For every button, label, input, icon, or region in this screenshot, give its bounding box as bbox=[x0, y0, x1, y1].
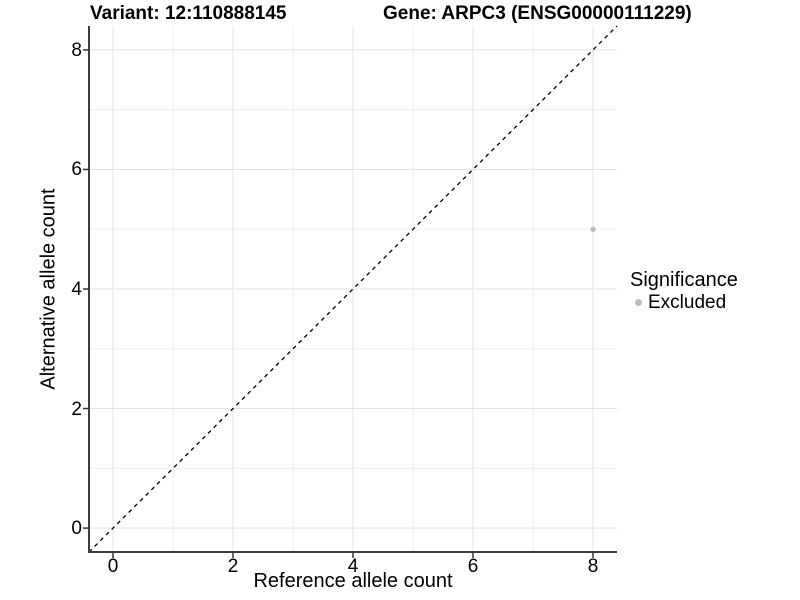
y-tick-label: 0 bbox=[71, 518, 82, 540]
y-tick-label: 8 bbox=[71, 39, 82, 61]
y-tick-label: 2 bbox=[71, 398, 82, 420]
plot-title-gene: Gene: ARPC3 (ENSG00000111229) bbox=[383, 3, 692, 24]
x-tick-label: 6 bbox=[467, 556, 479, 577]
legend-title: Significance bbox=[630, 269, 738, 291]
x-tick-label: 4 bbox=[347, 556, 359, 577]
plot-title-variant: Variant: 12:110888145 bbox=[90, 3, 287, 24]
x-tick-label: 0 bbox=[107, 556, 119, 577]
legend-item-excluded: Excluded bbox=[630, 292, 738, 313]
data-point bbox=[590, 226, 596, 232]
x-axis-title: Reference allele count bbox=[253, 570, 453, 592]
legend-point-swatch bbox=[635, 299, 642, 306]
legend-item-label: Excluded bbox=[648, 292, 727, 313]
plot-area-svg bbox=[83, 25, 618, 558]
x-tick-label: 8 bbox=[587, 556, 599, 577]
plot-panel bbox=[83, 25, 618, 558]
legend: Significance Excluded bbox=[630, 269, 738, 313]
y-tick-label: 6 bbox=[71, 159, 82, 181]
y-tick-label: 4 bbox=[71, 279, 82, 300]
x-tick-label: 2 bbox=[227, 556, 239, 577]
